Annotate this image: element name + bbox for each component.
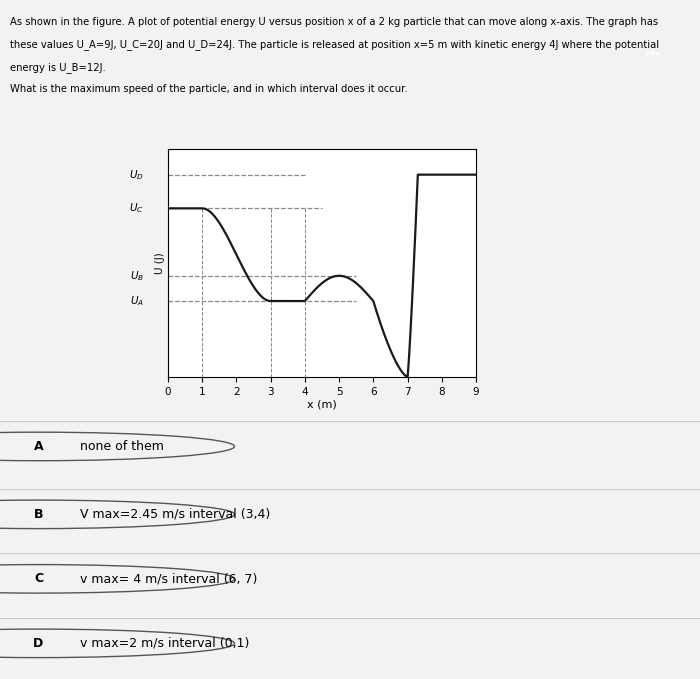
X-axis label: x (m): x (m) [307, 399, 337, 409]
Text: $U_C$: $U_C$ [130, 202, 144, 215]
Text: $U_D$: $U_D$ [130, 168, 144, 181]
Text: C: C [34, 572, 43, 585]
Text: none of them: none of them [80, 440, 164, 453]
Text: ...: ... [644, 43, 661, 58]
Text: energy is U_B=12J.: energy is U_B=12J. [10, 62, 106, 73]
Text: D: D [34, 637, 43, 650]
Text: $U_A$: $U_A$ [130, 294, 144, 308]
Text: B: B [34, 508, 43, 521]
Text: As shown in the figure. A plot of potential energy U versus position x of a 2 kg: As shown in the figure. A plot of potent… [10, 17, 659, 27]
Text: v max=2 m/s interval (0,1): v max=2 m/s interval (0,1) [80, 637, 250, 650]
Text: What is the maximum speed of the particle, and in which interval does it occur.: What is the maximum speed of the particl… [10, 84, 408, 94]
Text: V max=2.45 m/s interval (3,4): V max=2.45 m/s interval (3,4) [80, 508, 271, 521]
Text: $U_B$: $U_B$ [130, 269, 144, 282]
Text: these values U_A=9J, U_C=20J and U_D=24J. The particle is released at position x: these values U_A=9J, U_C=20J and U_D=24J… [10, 39, 659, 50]
Text: v max= 4 m/s interval (6, 7): v max= 4 m/s interval (6, 7) [80, 572, 258, 585]
Text: A: A [34, 440, 43, 453]
Y-axis label: U (J): U (J) [155, 252, 165, 274]
